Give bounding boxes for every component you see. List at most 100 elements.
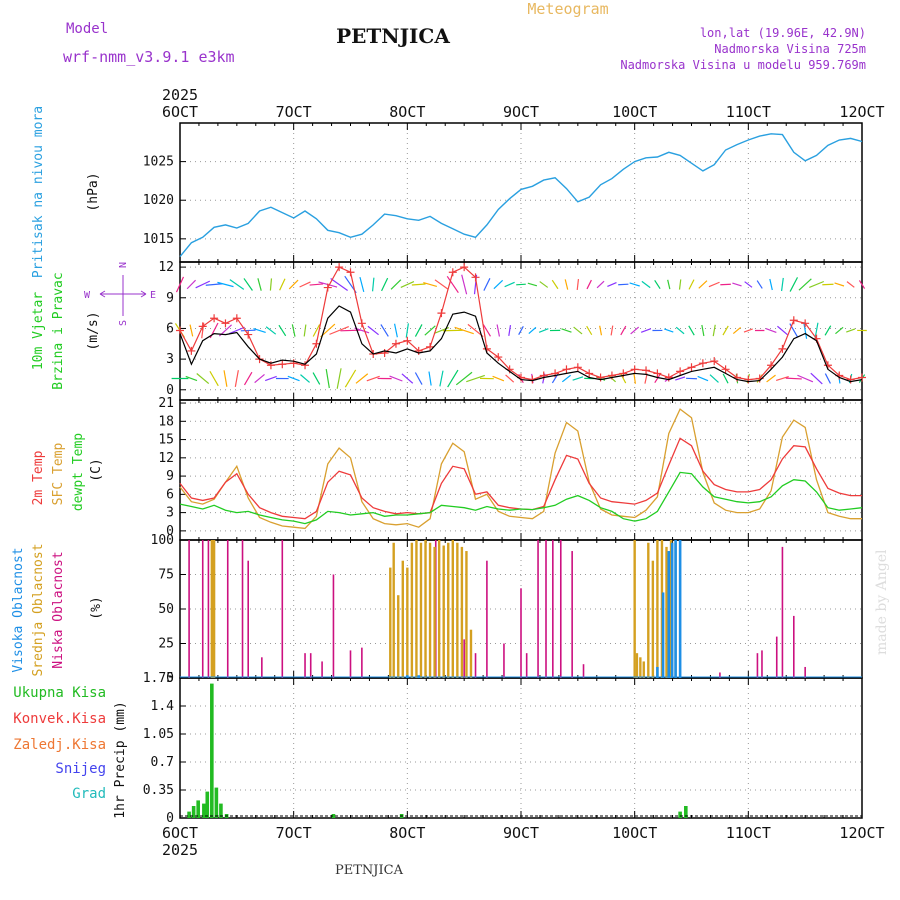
cloud-bar-srednja [212, 540, 216, 678]
wind-gust-marker [596, 373, 605, 382]
wind-arrow [572, 376, 584, 381]
wind-arrow [769, 278, 773, 291]
cloud-bar-niska [247, 560, 249, 678]
wind-arrow [538, 328, 549, 333]
precip-legend-item: Grad [72, 786, 106, 802]
compass-n: N [118, 262, 129, 268]
cloud-bar-niska [520, 588, 522, 678]
wind-ylabel-2: Brzina i Pravac [51, 272, 66, 389]
wind-arrow [697, 375, 709, 382]
wind-arrow [720, 283, 731, 286]
wind-gust-marker [653, 369, 662, 378]
dewpt-temp-label: dewpt Temp [71, 433, 86, 511]
wind-arrow [732, 326, 742, 335]
wind-arrow [390, 279, 402, 290]
wind-arrow [675, 376, 686, 381]
wind-arrow [654, 374, 661, 384]
cloud-bar-niska [463, 639, 465, 678]
model-name: wrf-nmm_v3.9.1 e3km [63, 48, 235, 66]
wind-gust-marker [585, 369, 594, 378]
wind-arrow [732, 282, 742, 287]
cloud-bar-niska [486, 560, 488, 678]
cloud-bar-srednja [469, 629, 473, 678]
wind-arrow [423, 281, 438, 287]
x-axis-bottom-label: 6OCT [162, 824, 198, 842]
pressure-unit-label: (hPa) [86, 172, 101, 211]
precip-bar [202, 803, 206, 818]
wind-arrow [434, 279, 449, 290]
cloud-bar-niska [571, 551, 573, 678]
wind-arrow [325, 368, 330, 389]
cloud-bar-niska [321, 661, 323, 678]
wind-arrow [518, 325, 524, 335]
wind-arrow [789, 277, 799, 292]
wind-arrow [400, 280, 415, 289]
wind-arrow [389, 375, 403, 382]
wind-gust-marker [437, 309, 446, 318]
wind-arrow [576, 279, 580, 290]
x-axis-top-label: 9OCT [503, 103, 539, 121]
wind-gust-marker [244, 330, 253, 339]
wind-arrow [798, 278, 812, 291]
wind-arrow [527, 282, 538, 287]
cloud-bar-niska [207, 540, 210, 678]
cloud-bar-niska [201, 540, 204, 678]
precip-bar [678, 811, 682, 818]
wind-arrow [586, 279, 592, 290]
wind-arrow [175, 276, 185, 293]
x-axis-top-label: 7OCT [276, 103, 312, 121]
wind-gust-marker [210, 314, 219, 323]
wind-arrow [185, 375, 198, 382]
wind-arrow [743, 328, 753, 333]
wind-arrow [380, 324, 389, 337]
cloud-bar-niska [545, 540, 547, 678]
wind-gust-marker [301, 361, 310, 370]
cloud-bar-visoka [674, 540, 677, 678]
precip-bar [214, 787, 219, 818]
y-tick-label: 1025 [143, 155, 174, 170]
cloud-bar-niska [537, 540, 539, 678]
wind-gust-marker [448, 268, 457, 277]
wind-arrow [678, 279, 682, 290]
x-axis-bottom-label: 8OCT [389, 824, 425, 842]
wind-gust-marker [642, 366, 651, 375]
y-tick-label: 0 [166, 383, 174, 398]
cloud-bar-srednja [451, 540, 454, 678]
wind-arrow [629, 282, 640, 287]
cloud-bar-niska [503, 643, 505, 678]
cloud-bar-niska [775, 636, 778, 678]
wind-gust-marker [471, 273, 480, 282]
pressure-line [179, 133, 863, 258]
wind-gust-marker [221, 319, 230, 328]
mid-cloud-label: Srednja Oblacnost [31, 543, 46, 676]
wind-arrow [492, 375, 505, 382]
wind-arrow [765, 328, 777, 333]
wind-arrow [496, 324, 501, 337]
wind-arrow [217, 281, 234, 288]
wind-arrow [809, 280, 825, 289]
cloud-bar-srednja [424, 540, 427, 678]
wind-arrow [312, 372, 321, 385]
precip-bar [187, 811, 191, 818]
wind-arrow [564, 279, 569, 290]
y-tick-label: 3 [166, 506, 174, 521]
wind-speed-line [179, 305, 863, 383]
wind-arrow [312, 324, 321, 337]
x-axis-top-label: 10OCT [612, 103, 657, 121]
wind-arrow [336, 368, 342, 389]
cloud-bar-visoka [656, 666, 659, 678]
wind-arrow [846, 281, 855, 288]
wind-arrow [414, 324, 423, 337]
wind-arrow [573, 326, 583, 335]
wind-arrow [803, 322, 808, 339]
wind-arrow [618, 283, 629, 286]
wind-gust-marker [289, 359, 298, 368]
wind-arrow [675, 326, 685, 335]
wind-gust-marker [335, 263, 344, 272]
wind-ylabel-1: 10m Vjetar [31, 292, 46, 370]
wind-gust-marker [494, 353, 503, 362]
cloud-bar-niska [281, 540, 284, 678]
wind-arrow [243, 371, 253, 386]
sfc-temp-label: SFC Temp [51, 443, 66, 506]
